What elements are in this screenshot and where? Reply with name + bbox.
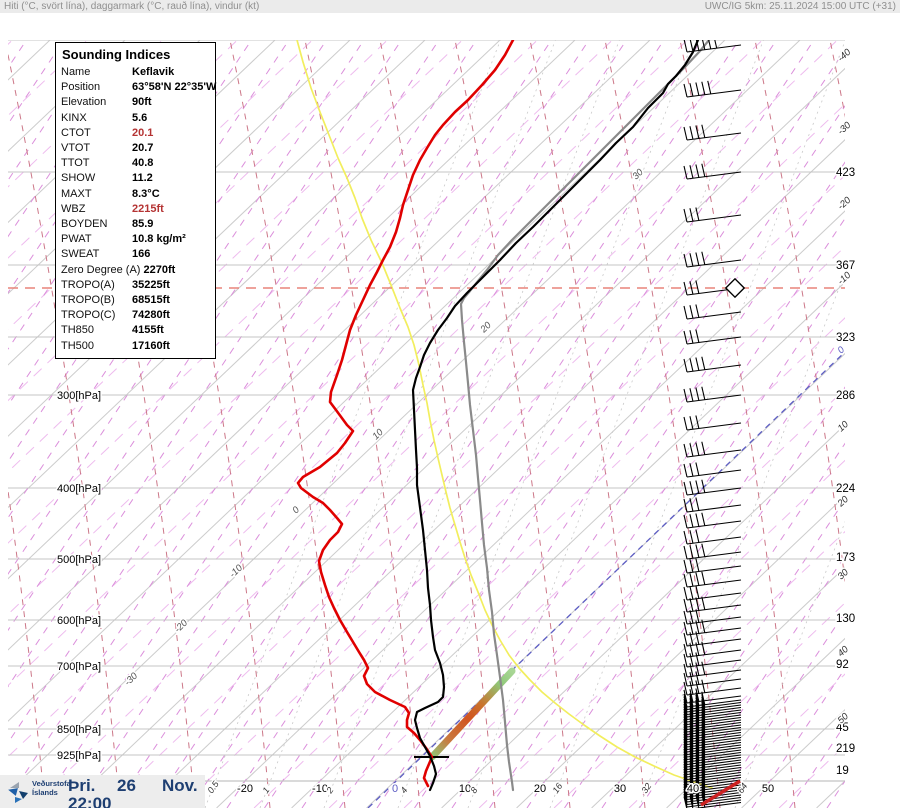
- index-row: TROPO(B) 68515ft: [61, 294, 170, 307]
- index-row: Zero Degree (A) 2270ft: [61, 263, 176, 276]
- sounding-indices-panel: Sounding Indices Name Keflavik Position 63°…: [55, 42, 216, 359]
- right-temp-label: 20: [835, 494, 851, 510]
- bottom-temp-label: -10: [312, 783, 328, 795]
- height-label: 423: [836, 167, 855, 179]
- tab-time: 22:00: [68, 794, 112, 808]
- index-row: TH500 17160ft: [61, 339, 170, 352]
- legend-text: Hiti (°C, svört lína), daggarmark (°C, r…: [4, 1, 260, 12]
- index-row: Elevation 90ft: [61, 96, 152, 109]
- pressure-label: 600[hPa]: [57, 615, 101, 627]
- bottom-temp-label: -20: [237, 783, 253, 795]
- bottom-temp-label: 40: [687, 783, 699, 795]
- time-tab[interactable]: Veðurstofa Íslands Þri. 26 Nov. 22:00: [0, 775, 205, 808]
- index-row: PWAT 10.8 kg/m²: [61, 233, 186, 246]
- index-row: TROPO(A) 35225ft: [61, 278, 170, 291]
- temperature-curve: [411, 40, 700, 792]
- tab-month: Nov.: [162, 776, 198, 795]
- dewpoint-curve: [296, 40, 515, 788]
- height-label: 286: [836, 390, 855, 402]
- height-label: 19: [836, 765, 849, 777]
- height-label: 224: [836, 483, 856, 495]
- height-label: 45: [836, 722, 849, 734]
- secondary-temperature-curve: [459, 40, 711, 792]
- bottom-temp-label: 50: [762, 783, 774, 795]
- wind-barb-column: [683, 40, 742, 808]
- top-status-bar: Hiti (°C, svört lína), daggarmark (°C, r…: [0, 0, 900, 13]
- height-label: 219: [836, 743, 855, 755]
- index-row: TTOT 40.8: [61, 157, 154, 170]
- index-row: TROPO(C) 74280ft: [61, 309, 170, 322]
- mixing-ratio-label: 16: [550, 781, 564, 795]
- index-row: CTOT 20.1: [61, 126, 154, 139]
- index-row: WBZ 2215ft: [61, 202, 164, 215]
- isotherm-label: -30: [122, 670, 140, 688]
- height-label: 130: [836, 613, 855, 625]
- right-temp-label: -30: [836, 119, 854, 137]
- index-row: BOYDEN 85.9: [61, 218, 154, 231]
- pressure-label: 700[hPa]: [57, 661, 101, 673]
- pressure-label: 300[hPa]: [57, 390, 101, 402]
- height-label: 92: [836, 659, 849, 671]
- chart-grid-and-curves: [8, 40, 845, 808]
- pressure-label: 850[hPa]: [57, 724, 101, 736]
- bottom-temp-label: 0: [392, 783, 398, 795]
- mixing-ratio-label: 4: [398, 785, 409, 795]
- right-temp-label: 40: [836, 644, 852, 660]
- tab-date: 26: [117, 776, 136, 795]
- height-label: 367: [836, 260, 855, 272]
- index-row: TH850 4155ft: [61, 324, 164, 337]
- index-row: SHOW 11.2: [61, 172, 153, 185]
- org-name: Veðurstofa Íslands: [32, 779, 71, 797]
- height-label: 323: [836, 332, 855, 344]
- index-row: VTOT 20.7: [61, 142, 154, 155]
- index-row: Position 63°58'N 22°35'W: [61, 81, 217, 94]
- moist-adiabat-curve: [296, 40, 713, 789]
- tab-day: Þri.: [68, 776, 96, 795]
- index-row: Name Keflavik: [61, 66, 175, 78]
- right-temp-label: -10: [836, 269, 854, 287]
- vedurstofa-logo: [8, 782, 28, 803]
- bottom-temp-label: 30: [614, 783, 626, 795]
- model-run-text: UWC/IG 5km: 25.11.2024 15:00 UTC (+31): [704, 1, 896, 12]
- pressure-label: 500[hPa]: [57, 554, 101, 566]
- right-temp-label: -20: [836, 194, 854, 212]
- right-temp-label: -40: [836, 46, 854, 64]
- bottom-temp-label: 10: [459, 783, 471, 795]
- isotherm-label: 10: [370, 426, 386, 442]
- pressure-label: 925[hPa]: [57, 750, 101, 762]
- index-row: SWEAT 166: [61, 248, 151, 261]
- indices-title: Sounding Indices: [62, 47, 171, 62]
- parcel-path: [428, 667, 516, 761]
- right-temp-label: 30: [836, 567, 852, 583]
- index-row: KINX 5.6: [61, 111, 148, 124]
- tropopause-marker: [724, 277, 746, 299]
- index-row: MAXT 8.3°C: [61, 187, 160, 200]
- mixing-ratio-label: 32: [639, 781, 653, 795]
- surface-wind-red-segment: [700, 779, 741, 807]
- right-temp-label: 0: [836, 344, 848, 356]
- pressure-label: 400[hPa]: [57, 483, 101, 495]
- height-label: 173: [836, 552, 855, 564]
- bottom-temp-label: 20: [534, 783, 546, 795]
